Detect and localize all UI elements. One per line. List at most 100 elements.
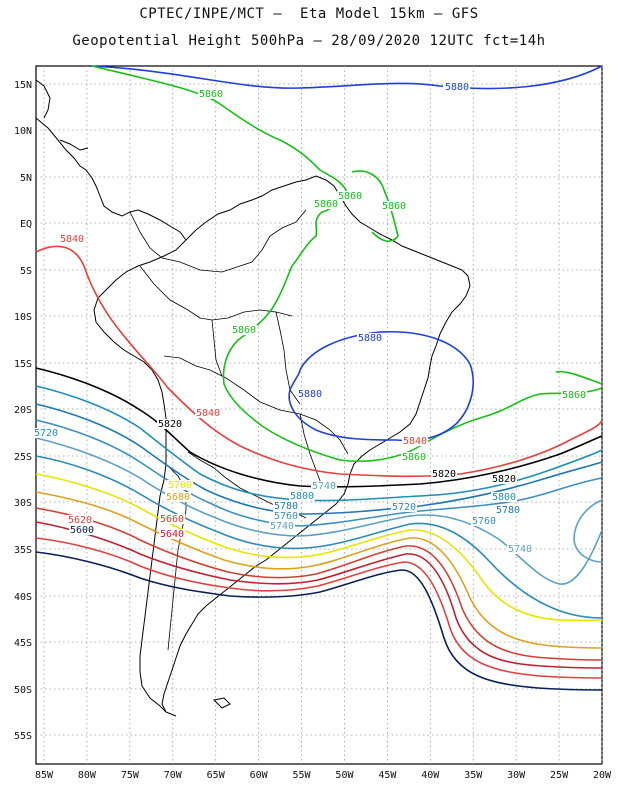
contour-label-bg [165,492,191,502]
contour-label: 5720 [34,428,58,439]
lat-tick-label: 50S [14,685,32,696]
lat-tick-label: 5N [20,173,32,184]
lat-tick-label: 45S [14,638,32,649]
lon-tick-label: 35W [464,770,483,781]
contour-label-bg [59,234,85,244]
contour-label-bg [167,480,193,490]
contour-label: 5620 [68,515,92,526]
contour-label-bg [273,511,299,521]
map-title: CPTEC/INPE/MCT – Eta Model 15km – GFS [139,6,479,22]
contour-label: 5640 [160,529,184,540]
lat-tick-label: 35S [14,545,32,556]
contour-label: 5840 [403,436,427,447]
lat-tick-label: 10N [14,126,32,137]
map-frame [35,65,603,765]
lat-tick-label: 20S [14,405,32,416]
contour-label: 5860 [402,452,426,463]
lon-tick-label: 30W [507,770,526,781]
contour-label-bg [273,501,299,511]
contour-label-bg [402,436,428,446]
contour-label: 5700 [168,480,192,491]
lat-tick-label: 55S [14,731,32,742]
contour-label: 5880 [298,389,322,400]
lon-tick-label: 85W [35,770,54,781]
longitude-labels: 85W 80W 75W 70W 65W 60W 55W 50W 45W 40W 35W 30W 25W 2… [35,770,612,781]
graticule [36,66,603,764]
contour-label-bg [471,516,497,526]
contour-label: 5820 [432,469,456,480]
contour-label: 5760 [274,511,298,522]
lon-tick-label: 25W [550,770,569,781]
contour-label: 5740 [312,481,336,492]
contour-label: 5780 [274,501,298,512]
lon-tick-label: 55W [293,770,312,781]
contour-label-bg [198,89,224,99]
contour-label: 5800 [492,492,516,503]
contour-label: 5720 [392,502,416,513]
map-subtitle: Geopotential Height 500hPa – 28/09/2020 … [72,33,546,49]
contour-label-bg [231,325,257,335]
contour-label: 5860 [232,325,256,336]
contour-label-bg [289,491,315,501]
lat-tick-label: 25S [14,452,32,463]
contour-label: 5860 [314,199,338,210]
contour-label: 5880 [445,82,469,93]
contour-label-bg [297,389,323,399]
contour-label-bg [444,82,470,92]
contour-label-bg [507,544,533,554]
contour-label: 5860 [338,191,362,202]
lat-tick-label: 5S [20,266,32,277]
contour-label-bg [67,515,93,525]
contour-label: 5860 [562,390,586,401]
contour-label-bg [391,502,417,512]
contour-label-bg [33,428,59,438]
lon-tick-label: 80W [78,770,97,781]
contour-label-bg [491,474,517,484]
lon-tick-label: 50W [335,770,354,781]
lon-tick-label: 75W [121,770,140,781]
contour-labels: 5880586058605860586058605860586058805880… [33,82,587,555]
lon-tick-label: 65W [207,770,226,781]
lon-tick-label: 40W [421,770,440,781]
contour-label: 5860 [382,201,406,212]
contour-label: 5680 [166,492,190,503]
lat-tick-label: 15S [14,359,32,370]
contour-label-bg [431,469,457,479]
coastlines [35,79,471,717]
contour-lines [35,65,603,691]
lat-tick-label: 40S [14,592,32,603]
contour-label-bg [495,505,521,515]
contour-label-bg [159,529,185,539]
contour-label-bg [69,525,95,535]
contour-label: 5600 [70,525,94,536]
contour-label-bg [195,408,221,418]
contour-label-bg [381,201,407,211]
contour-label: 5880 [358,333,382,344]
contour-label-bg [269,521,295,531]
contour-label-bg [401,452,427,462]
contour-label-bg [159,514,185,524]
contour-label-bg [337,191,363,201]
contour-label: 5760 [472,516,496,527]
lon-tick-label: 45W [378,770,397,781]
contour-label: 5840 [196,408,220,419]
latitude-labels: 15N 10N 5N EQ 5S 10S 15S 20S 25S 30S 35S 40S 45S 50S 5… [14,80,32,742]
contour-label-bg [313,199,339,209]
contour-label: 5740 [508,544,532,555]
contour-label: 5840 [60,234,84,245]
contour-label-bg [491,492,517,502]
contour-label: 5740 [270,521,294,532]
contour-label-bg [357,333,383,343]
contour-label-bg [157,419,183,429]
contour-label-bg [311,481,337,491]
lon-tick-label: 60W [250,770,269,781]
contour-label: 5860 [199,89,223,100]
country-borders [129,209,349,651]
lat-tick-label: 15N [14,80,32,91]
lat-tick-label: EQ [20,219,32,230]
contour-label-bg [561,390,587,400]
lon-tick-label: 70W [164,770,183,781]
contour-label: 5820 [492,474,516,485]
lon-tick-label: 20W [593,770,612,781]
